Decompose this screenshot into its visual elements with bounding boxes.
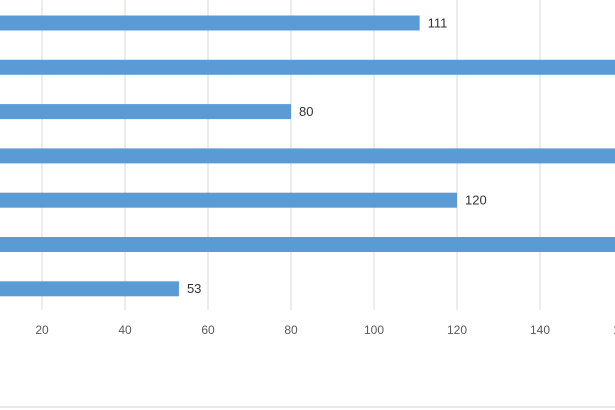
data-label: 80 [299,104,313,119]
x-tick-label: 120 [447,323,467,337]
data-label: 120 [465,193,487,208]
data-label: 53 [187,281,201,296]
bar [0,104,291,120]
x-tick-label: 40 [118,323,132,337]
bar [0,15,420,31]
bar [0,192,457,208]
bar [0,59,615,75]
x-tick-label: 100 [364,323,384,337]
x-tick-label: 160 [613,323,615,337]
x-tick-label: 80 [284,323,298,337]
bar [0,281,179,297]
x-tick-label: 140 [530,323,550,337]
bar [0,148,615,164]
x-tick-label: 20 [35,323,49,337]
x-tick-label: 60 [201,323,215,337]
bar [0,237,615,252]
data-label: 111 [428,15,448,30]
